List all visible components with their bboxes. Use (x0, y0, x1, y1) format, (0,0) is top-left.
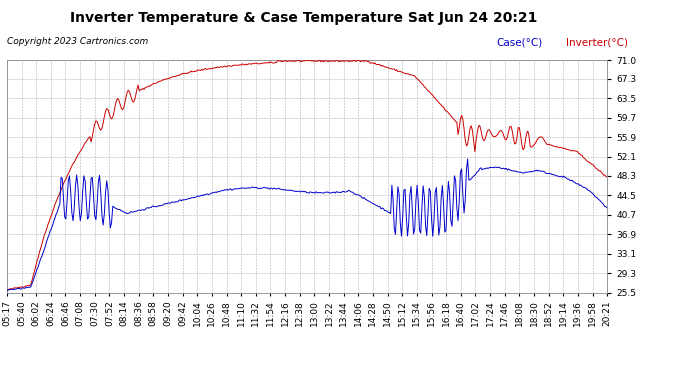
Text: Inverter(°C): Inverter(°C) (566, 38, 628, 48)
Text: Case(°C): Case(°C) (497, 38, 543, 48)
Text: Inverter Temperature & Case Temperature Sat Jun 24 20:21: Inverter Temperature & Case Temperature … (70, 11, 538, 25)
Text: Copyright 2023 Cartronics.com: Copyright 2023 Cartronics.com (7, 38, 148, 46)
